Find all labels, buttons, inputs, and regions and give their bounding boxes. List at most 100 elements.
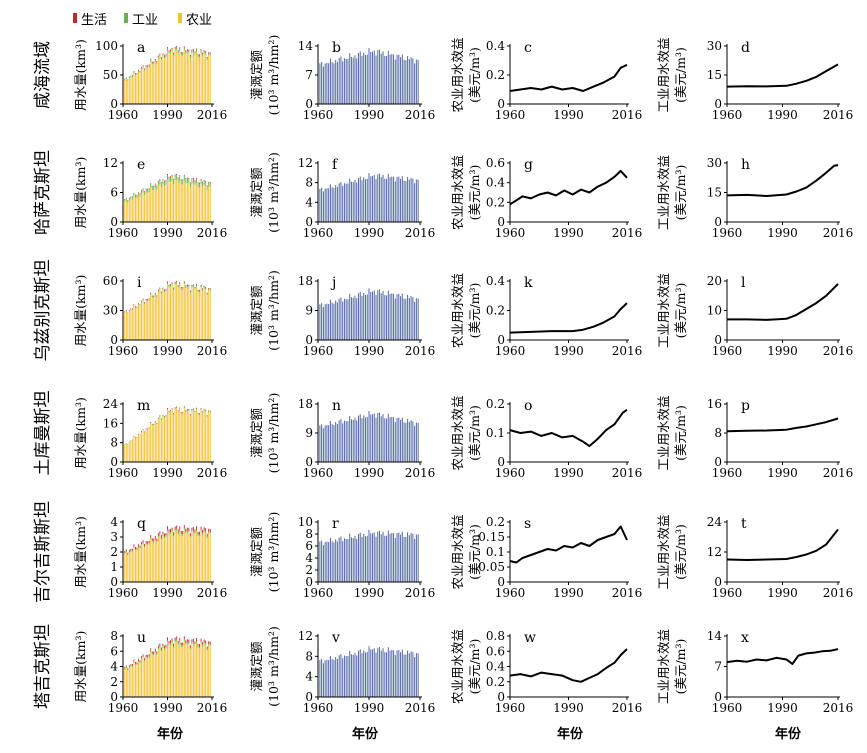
bar-irrigation-1981 bbox=[356, 538, 358, 582]
bar-irrigation-1962 bbox=[322, 428, 324, 462]
bar-irrigation-1979 bbox=[352, 538, 354, 582]
bar-agriculture-1961 bbox=[125, 668, 127, 697]
bar-irrigation-1963 bbox=[324, 425, 326, 462]
y-tick-label: 8 bbox=[305, 176, 313, 190]
bar-industry-1985 bbox=[162, 646, 164, 648]
bar-domestic-2000 bbox=[185, 640, 187, 644]
y-tick-label: 20 bbox=[707, 274, 722, 288]
bar-irrigation-2011 bbox=[408, 179, 410, 222]
panel-letter: v bbox=[331, 630, 340, 646]
bar-agriculture-1963 bbox=[128, 78, 130, 104]
bar-agriculture-2001 bbox=[186, 410, 188, 462]
bar-agriculture-2011 bbox=[202, 290, 204, 340]
bar-industry-1986 bbox=[163, 290, 165, 293]
bar-agriculture-1994 bbox=[176, 179, 178, 222]
bar-irrigation-1997 bbox=[384, 55, 386, 104]
bar-industry-2010 bbox=[200, 286, 202, 288]
bar-domestic-2003 bbox=[189, 55, 191, 57]
bar-irrigation-1992 bbox=[375, 417, 377, 462]
bar-agriculture-1984 bbox=[160, 60, 162, 104]
bar-agriculture-2004 bbox=[191, 644, 193, 697]
x-tick-label: 2016 bbox=[405, 586, 436, 600]
bar-irrigation-1989 bbox=[370, 414, 372, 462]
bar-domestic-1972 bbox=[142, 540, 144, 543]
bar-irrigation-1979 bbox=[352, 419, 354, 462]
bar-agriculture-1996 bbox=[179, 285, 181, 340]
bar-domestic-1991 bbox=[171, 47, 173, 50]
bar-agriculture-1986 bbox=[163, 649, 165, 697]
bar-domestic-1987 bbox=[165, 54, 167, 56]
bar-agriculture-1995 bbox=[177, 182, 179, 222]
bar-industry-1997 bbox=[180, 645, 182, 647]
bar-agriculture-1989 bbox=[168, 53, 170, 104]
y-tick-label: 0.2 bbox=[486, 675, 505, 689]
bar-agriculture-1994 bbox=[176, 530, 178, 582]
bar-agriculture-1995 bbox=[177, 534, 179, 582]
bar-industry-1974 bbox=[145, 543, 147, 545]
bar-irrigation-1967 bbox=[331, 62, 333, 104]
bar-irrigation-1965 bbox=[328, 63, 330, 104]
bar-industry-1987 bbox=[165, 647, 167, 649]
bar-industry-2000 bbox=[185, 51, 187, 54]
bar-irrigation-1992 bbox=[375, 652, 377, 697]
bar-agriculture-1967 bbox=[134, 197, 136, 222]
bar-irrigation-1963 bbox=[324, 660, 326, 697]
bar-irrigation-1962 bbox=[322, 307, 324, 340]
bar-agriculture-2005 bbox=[192, 531, 194, 582]
bar-irrigation-1984 bbox=[361, 180, 363, 222]
bar-industry-1984 bbox=[160, 292, 162, 294]
bar-irrigation-2000 bbox=[389, 417, 391, 462]
bar-industry-1969 bbox=[138, 192, 139, 196]
bar-industry-1985 bbox=[162, 415, 164, 417]
y-axis-label-line2: (美元/m³) bbox=[467, 47, 482, 103]
bar-industry-1966 bbox=[133, 436, 135, 437]
bar-irrigation-2001 bbox=[391, 416, 393, 462]
bar-industry-1998 bbox=[182, 645, 184, 647]
bar-irrigation-1978 bbox=[350, 56, 352, 104]
y-tick-label: 0 bbox=[497, 333, 505, 347]
bar-domestic-1993 bbox=[174, 407, 176, 409]
bar-industry-1961 bbox=[125, 198, 127, 201]
bar-irrigation-2004 bbox=[396, 650, 398, 697]
bar-domestic-1969 bbox=[138, 303, 139, 304]
bar-domestic-1966 bbox=[133, 71, 135, 72]
bar-industry-1980 bbox=[154, 184, 156, 189]
bar-irrigation-1960 bbox=[319, 188, 321, 222]
bar-agriculture-2005 bbox=[192, 183, 194, 222]
bar-industry-1960 bbox=[124, 79, 126, 81]
bar-domestic-2011 bbox=[202, 529, 204, 533]
bar-industry-1987 bbox=[165, 55, 167, 58]
bar-irrigation-2015 bbox=[415, 653, 417, 697]
bar-domestic-2015 bbox=[208, 287, 210, 290]
bar-industry-1992 bbox=[173, 413, 175, 415]
bar-irrigation-2012 bbox=[410, 532, 412, 582]
bar-irrigation-1978 bbox=[350, 181, 352, 222]
bar-industry-1962 bbox=[127, 80, 129, 82]
bar-agriculture-1975 bbox=[147, 429, 149, 462]
bar-domestic-1968 bbox=[136, 547, 138, 550]
bar-industry-2001 bbox=[186, 530, 188, 533]
bar-irrigation-1992 bbox=[375, 55, 377, 104]
bar-domestic-1994 bbox=[176, 280, 178, 283]
bar-irrigation-1985 bbox=[363, 533, 365, 582]
x-tick-label: 1960 bbox=[495, 586, 526, 600]
y-tick-label: 0 bbox=[714, 333, 722, 347]
bar-industry-2003 bbox=[189, 415, 191, 417]
bar-domestic-1978 bbox=[151, 424, 153, 425]
bar-irrigation-1983 bbox=[359, 51, 361, 104]
bar-industry-1964 bbox=[130, 197, 132, 200]
bar-industry-1999 bbox=[183, 282, 185, 285]
bar-industry-1966 bbox=[133, 71, 135, 74]
bar-domestic-2000 bbox=[185, 50, 187, 52]
bar-industry-1982 bbox=[157, 536, 159, 538]
bar-agriculture-1991 bbox=[171, 643, 173, 697]
legend-label-agriculture: 农业 bbox=[186, 13, 212, 28]
bar-domestic-1983 bbox=[159, 287, 161, 289]
bar-domestic-1971 bbox=[141, 541, 143, 545]
bar-industry-1994 bbox=[176, 174, 178, 180]
bar-industry-1963 bbox=[128, 310, 130, 312]
x-tick-label: 1960 bbox=[495, 344, 526, 358]
bar-irrigation-1977 bbox=[349, 415, 351, 462]
bar-industry-1969 bbox=[138, 70, 139, 73]
